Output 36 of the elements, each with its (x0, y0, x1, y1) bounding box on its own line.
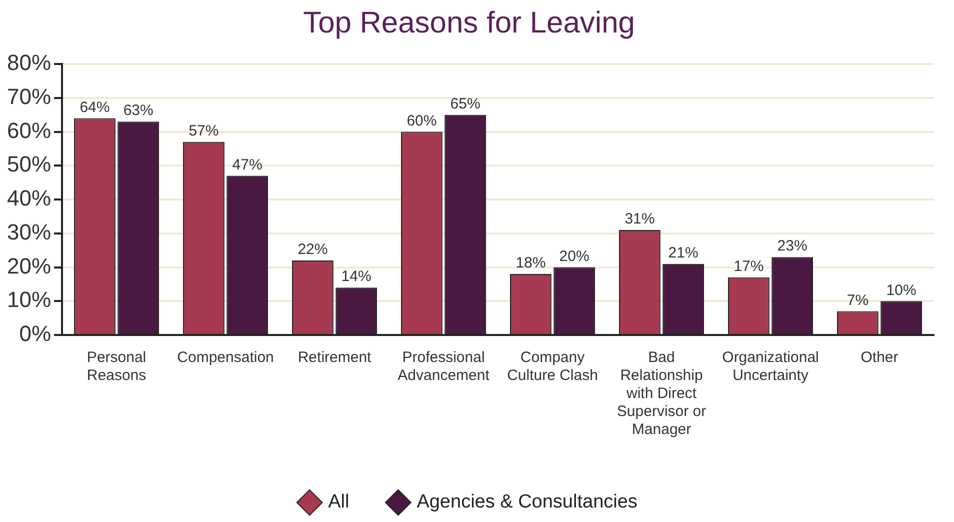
y-tick-label: 10% (6, 287, 52, 312)
y-tick-label: 60% (6, 118, 52, 143)
x-tick-label: Bad Relationship with Direct Supervisor or Manager (616, 349, 706, 438)
text: 65% (450, 95, 480, 112)
text: 22% (298, 241, 328, 258)
y-tick-label: 80% (6, 50, 52, 76)
text: 10% (886, 282, 916, 299)
text: 64% (80, 98, 110, 116)
y-tick-label: 70% (6, 84, 52, 109)
y-tick-label: 20% (6, 253, 52, 278)
text: 7% (846, 292, 869, 309)
y-tick-label: 40% (6, 186, 52, 211)
x-tick-label: Other (860, 349, 898, 366)
y-tick-label: 30% (6, 219, 52, 244)
x-tick-label: Organizational Uncertainty (722, 349, 819, 384)
text: 18% (516, 254, 546, 272)
x-tick-label: Personal Reasons (86, 349, 146, 384)
chart-title: Top Reasons for Leaving (303, 6, 635, 40)
text: 23% (777, 238, 808, 255)
x-tick-label: Company Culture Clash (507, 349, 598, 384)
text: 17% (734, 258, 764, 276)
text: 57% (188, 122, 219, 140)
text: 20% (559, 248, 590, 265)
text: 47% (232, 156, 262, 174)
text: 60% (406, 112, 437, 130)
text: 63% (123, 102, 154, 120)
x-tick-label: Professional Advancement (398, 349, 490, 384)
text: 14% (341, 268, 372, 286)
x-tick-label: Compensation (177, 349, 274, 366)
y-tick-label: 50% (6, 152, 52, 177)
legend-label: All (328, 492, 350, 513)
text: 31% (624, 210, 655, 228)
text: 21% (668, 244, 698, 262)
legend-label: Agencies & Consultancies (416, 492, 638, 513)
x-tick-label: Retirement (298, 349, 372, 366)
y-tick-label: 0% (19, 321, 52, 346)
